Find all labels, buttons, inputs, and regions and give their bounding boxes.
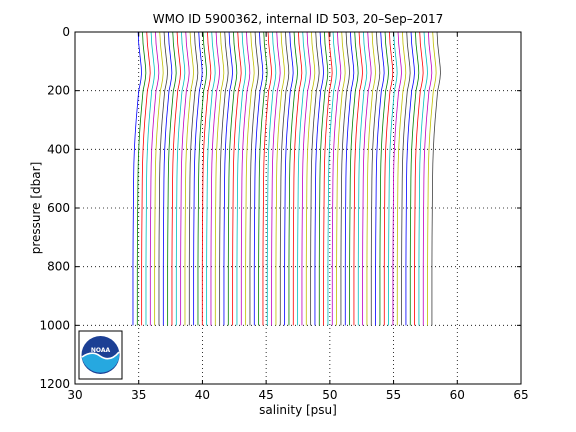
profile-line (141, 31, 151, 326)
profile-line (219, 31, 229, 326)
profile-line (409, 31, 420, 326)
logo-text: NOAA (91, 347, 111, 354)
profile-line (301, 31, 311, 326)
profile-line (370, 31, 381, 326)
profile-line (414, 31, 424, 326)
profile-line (310, 31, 320, 326)
x-tick-label: 60 (450, 388, 465, 402)
profile-line (154, 31, 164, 326)
profile-line (275, 31, 285, 326)
profile-line (232, 31, 242, 326)
profile-line (149, 31, 160, 326)
profile-line (245, 31, 255, 326)
profile-line (171, 31, 181, 326)
profile-line (353, 31, 363, 326)
x-tick-label: 55 (386, 388, 401, 402)
x-axis-title: salinity [psu] (259, 403, 337, 417)
axis-ticks (74, 31, 522, 385)
profile-line (405, 31, 415, 326)
profile-line (288, 31, 298, 326)
profile-line (318, 31, 329, 326)
profile-line (206, 31, 216, 326)
y-tick-label: 1000 (39, 318, 70, 332)
profile-line (227, 31, 238, 326)
profile-line (240, 31, 251, 326)
profile-line (136, 31, 147, 326)
profile-line (201, 31, 212, 326)
noaa-logo: NOAA (78, 330, 123, 380)
profile-line (262, 31, 272, 326)
profile-line (180, 31, 190, 326)
profile-line (193, 31, 203, 326)
profile-line (258, 31, 268, 326)
profile-line (366, 31, 376, 326)
y-tick-label: 800 (47, 260, 70, 274)
y-axis-title: pressure [dbar] (29, 162, 43, 255)
x-tick-label: 35 (131, 388, 146, 402)
profile-line (379, 31, 389, 326)
y-tick-label: 1200 (39, 377, 70, 391)
profile-line (427, 31, 437, 326)
profile-line (375, 31, 385, 326)
y-tick-label: 400 (47, 142, 70, 156)
profile-line (388, 31, 398, 326)
profile-line (292, 31, 303, 326)
profile-line (392, 31, 402, 326)
profile-line (323, 31, 333, 326)
profile-line (210, 31, 220, 326)
profile-line (383, 31, 394, 326)
profile-line (331, 31, 342, 326)
profile-line (344, 31, 355, 326)
profile-line (214, 31, 225, 326)
profile-line (349, 31, 359, 326)
profile-line (145, 31, 155, 326)
y-tick-label: 200 (47, 84, 70, 98)
y-tick-label: 0 (62, 25, 70, 39)
profile-line (396, 31, 407, 326)
logo-wave-crest (81, 351, 120, 360)
profile-line (175, 31, 186, 326)
x-tick-label: 50 (322, 388, 337, 402)
profile-line (401, 31, 411, 326)
profile-line (284, 31, 294, 326)
x-tick-label: 40 (195, 388, 210, 402)
profile-line (266, 31, 277, 326)
y-tick-label: 600 (47, 201, 70, 215)
profile-line (197, 31, 207, 326)
profile-line (236, 31, 246, 326)
profile-line (362, 31, 372, 326)
profile-line (327, 31, 337, 326)
profile-line (167, 31, 177, 326)
tick-labels: 30 35 40 45 50 55 60 65 0 200 400 600 800 1000 1200 (39, 25, 528, 402)
x-tick-label: 30 (67, 388, 82, 402)
profile-line (305, 31, 316, 326)
profile-line (418, 31, 428, 326)
x-tick-label: 45 (259, 388, 274, 402)
profile-line (431, 31, 441, 326)
profile-line (132, 31, 142, 326)
profile-line (188, 31, 199, 326)
profile-line (158, 31, 168, 326)
profile-line (249, 31, 259, 326)
profile-line (336, 31, 346, 326)
profile-line (184, 31, 194, 326)
profile-line (340, 31, 350, 326)
profile-line (314, 31, 324, 326)
profile-line (271, 31, 281, 326)
profile-line (422, 31, 433, 326)
profile-line (357, 31, 368, 326)
chart-title: WMO ID 5900362, internal ID 503, 20–Sep–… (153, 12, 444, 26)
profile-line (279, 31, 290, 326)
profile-line (297, 31, 307, 326)
profile-line (253, 31, 264, 326)
logo-wave (82, 352, 119, 373)
profile-line (162, 31, 173, 326)
x-tick-label: 65 (513, 388, 528, 402)
series-lines (132, 31, 441, 326)
profile-line (223, 31, 233, 326)
